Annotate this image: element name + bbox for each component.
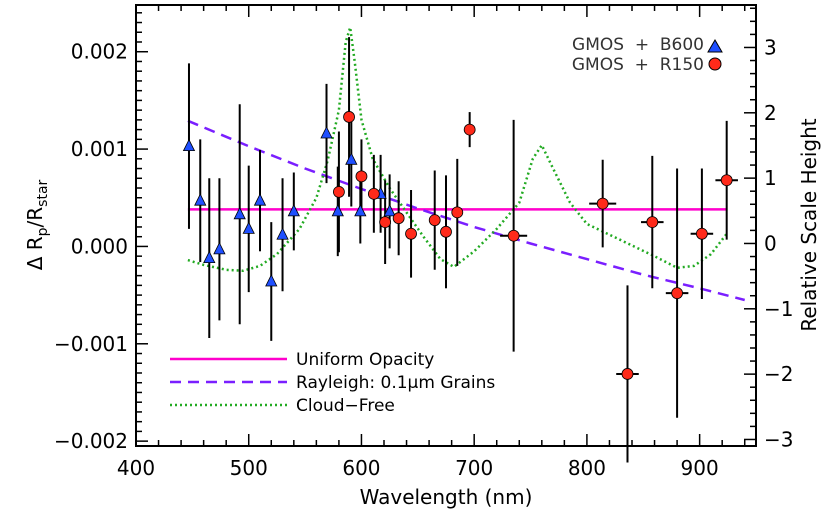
b600-point [354, 203, 367, 217]
legend-b600-label: GMOS + B600 [572, 35, 704, 55]
b600-point [265, 274, 278, 287]
b600-point [383, 203, 396, 217]
r150-point [379, 216, 392, 228]
y-axis-label-sub1: p [35, 227, 51, 236]
x-axis-label: Wavelength (nm) [360, 485, 533, 509]
b600-point [233, 206, 246, 220]
r150-point [720, 174, 733, 187]
legend-r150-marker [708, 57, 722, 71]
b600-point [203, 250, 216, 264]
data-legend: GMOS + B600 GMOS + R150 [572, 35, 723, 75]
axes: 400 500 600 700 800 900 0.002 0.001 0.000 −0.001 −… [54, 5, 793, 480]
b600-point [182, 138, 196, 152]
r150-point [507, 229, 520, 242]
r150-point [463, 123, 476, 136]
y-axis-label: Δ Rp/Rstar [23, 179, 51, 270]
x-tick-label: 800 [568, 456, 606, 480]
y2-tick-label: 2 [764, 101, 777, 125]
y-axis-label-sub2: star [35, 179, 51, 206]
b600-point [320, 126, 333, 139]
r150-point [367, 187, 380, 200]
r150-point [428, 214, 441, 227]
y2-tick-label: −1 [764, 297, 793, 321]
x-tick-label: 700 [455, 456, 493, 480]
legend-cloudfree-label: Cloud−Free [296, 396, 395, 416]
r150-point [671, 287, 683, 300]
b600-point [331, 203, 344, 217]
r150-point [596, 197, 609, 210]
y-tick-label: −0.001 [54, 332, 128, 356]
y2-axis-label: Relative Scale Height [797, 118, 821, 331]
x-tick-label: 600 [342, 456, 380, 480]
y-tick-label: 0.000 [71, 234, 128, 258]
r150-point [405, 227, 417, 240]
y-axis-label-main: Δ R [23, 236, 47, 270]
b600-point [242, 221, 255, 234]
legend-uniform-label: Uniform Opacity [296, 350, 434, 370]
b600-point [213, 241, 226, 255]
legend-rayleigh-label: Rayleigh: 0.1μm Grains [296, 373, 495, 393]
y-axis-label-slash: /R [23, 207, 47, 228]
y2-tick-label: 0 [764, 231, 777, 255]
r150-point [355, 170, 368, 183]
y2-tick-label: −2 [764, 362, 793, 386]
model-legend: Uniform Opacity Rayleigh: 0.1μm Grains C… [170, 350, 495, 416]
y2-tick-label: −3 [764, 427, 793, 451]
y2-tick-label: 3 [764, 35, 777, 59]
r150-point [392, 212, 405, 225]
x-tick-label: 900 [681, 456, 719, 480]
b600-point [276, 227, 289, 240]
r150-point [343, 111, 355, 123]
y-tick-label: 0.001 [71, 137, 128, 161]
x-tick-label: 500 [230, 456, 268, 480]
legend-b600-marker [707, 39, 723, 53]
y-tick-label: 0.002 [71, 40, 128, 64]
y-tick-label: −0.002 [54, 429, 128, 453]
b600-point [194, 193, 207, 206]
data-points [182, 37, 738, 463]
y2-tick-label: 1 [764, 166, 777, 190]
r150-point [646, 216, 659, 228]
b600-point [287, 203, 300, 217]
r150-point [333, 186, 345, 198]
r150-point [451, 206, 464, 219]
b600-point [345, 152, 358, 165]
r150-point [695, 227, 708, 240]
r150-point [621, 368, 634, 380]
x-tick-label: 400 [117, 456, 155, 480]
b600-point [253, 193, 267, 206]
cloud-free-line [187, 27, 728, 273]
r150-point [440, 225, 452, 238]
legend-r150-label: GMOS + R150 [572, 55, 704, 75]
plot-frame [135, 4, 757, 447]
